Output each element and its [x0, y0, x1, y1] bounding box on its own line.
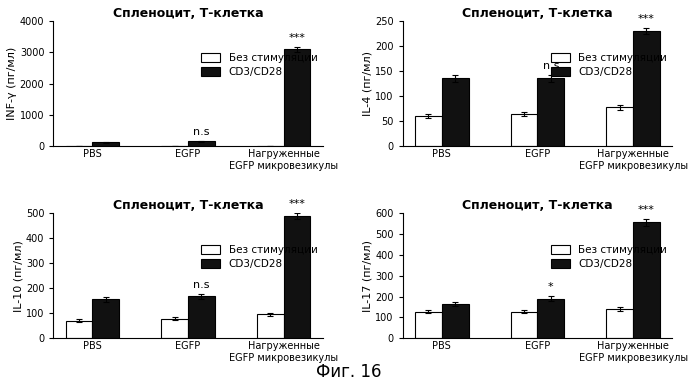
Text: *: * — [548, 282, 554, 292]
Bar — [283, 49, 311, 146]
Text: ***: *** — [638, 14, 655, 24]
Y-axis label: INF-γ (пг/мл): INF-γ (пг/мл) — [7, 47, 17, 121]
Bar — [607, 309, 633, 338]
Text: n.s: n.s — [193, 280, 209, 290]
Text: n.s: n.s — [193, 127, 209, 137]
Bar — [537, 299, 564, 338]
Text: ***: *** — [638, 205, 655, 215]
Bar — [283, 216, 311, 338]
Bar — [257, 315, 283, 338]
Bar — [188, 296, 215, 338]
Y-axis label: IL-10 (пг/мл): IL-10 (пг/мл) — [13, 240, 23, 311]
Bar — [161, 319, 188, 338]
Legend: Без стимуляции, CD3/CD28: Без стимуляции, CD3/CD28 — [202, 244, 318, 269]
Bar — [92, 300, 119, 338]
Bar — [415, 116, 442, 146]
Bar — [66, 321, 92, 338]
Bar — [442, 304, 468, 338]
Title: Спленоцит, Т-клетка: Спленоцит, Т-клетка — [462, 199, 613, 212]
Bar — [511, 114, 537, 146]
Title: Спленоцит, Т-клетка: Спленоцит, Т-клетка — [462, 7, 613, 20]
Title: Спленоцит, Т-клетка: Спленоцит, Т-клетка — [112, 199, 263, 212]
Text: Фиг. 16: Фиг. 16 — [316, 363, 382, 381]
Bar — [415, 311, 442, 338]
Bar — [511, 311, 537, 338]
Bar — [537, 78, 564, 146]
Text: ***: *** — [288, 199, 306, 209]
Bar — [92, 142, 119, 146]
Bar — [633, 223, 660, 338]
Legend: Без стимуляции, CD3/CD28: Без стимуляции, CD3/CD28 — [551, 53, 667, 77]
Legend: Без стимуляции, CD3/CD28: Без стимуляции, CD3/CD28 — [202, 53, 318, 77]
Y-axis label: IL-17 (пг/мл): IL-17 (пг/мл) — [362, 240, 373, 312]
Y-axis label: IL-4 (пг/мл): IL-4 (пг/мл) — [362, 51, 373, 116]
Bar — [188, 141, 215, 146]
Title: Спленоцит, Т-клетка: Спленоцит, Т-клетка — [112, 7, 263, 20]
Bar — [633, 31, 660, 146]
Legend: Без стимуляции, CD3/CD28: Без стимуляции, CD3/CD28 — [551, 244, 667, 269]
Bar — [442, 78, 468, 146]
Text: ***: *** — [288, 33, 306, 43]
Text: n.s: n.s — [542, 61, 559, 71]
Bar — [607, 107, 633, 146]
